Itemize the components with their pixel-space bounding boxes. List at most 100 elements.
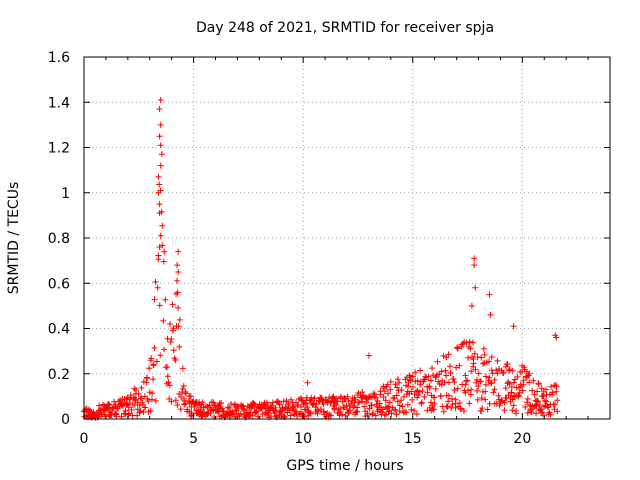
data-point — [263, 399, 270, 406]
data-point — [344, 406, 351, 413]
data-point — [137, 408, 144, 415]
data-point — [215, 408, 222, 415]
data-point — [541, 403, 548, 410]
data-point — [553, 383, 560, 390]
data-point — [359, 398, 366, 405]
data-point — [151, 344, 158, 351]
data-point — [330, 393, 337, 400]
data-point — [481, 351, 488, 358]
data-point — [478, 394, 485, 401]
data-point — [125, 404, 132, 411]
data-point — [145, 398, 152, 405]
data-point — [454, 385, 461, 392]
data-point — [526, 370, 533, 377]
data-point — [303, 400, 310, 407]
data-point — [540, 393, 547, 400]
data-point — [366, 405, 373, 412]
data-point — [301, 399, 308, 406]
data-point — [125, 411, 132, 418]
data-point — [486, 374, 493, 381]
data-point — [451, 387, 458, 394]
data-point — [432, 385, 439, 392]
data-point — [475, 370, 482, 377]
data-point — [524, 395, 531, 402]
data-point — [224, 404, 231, 411]
data-point — [482, 381, 489, 388]
data-point — [445, 392, 452, 399]
data-point — [364, 412, 371, 419]
data-point — [333, 395, 340, 402]
peak-point — [156, 106, 163, 113]
data-point — [503, 363, 510, 370]
data-point — [182, 389, 189, 396]
data-point — [339, 398, 346, 405]
data-point — [474, 396, 481, 403]
data-point — [272, 404, 279, 411]
data-point — [486, 358, 493, 365]
x-tick-label: 5 — [189, 431, 198, 447]
data-point — [199, 399, 206, 406]
data-point — [142, 404, 149, 411]
data-point — [418, 400, 425, 407]
data-point — [200, 404, 207, 411]
peak-point — [487, 311, 494, 318]
data-point — [403, 409, 410, 416]
data-point — [529, 387, 536, 394]
peak-point — [157, 121, 164, 128]
data-point — [398, 397, 405, 404]
data-point — [154, 284, 161, 291]
data-point — [385, 390, 392, 397]
data-point — [269, 399, 276, 406]
data-point — [155, 252, 162, 259]
data-point — [396, 407, 403, 414]
y-axis-label: SRMTID / TECUs — [6, 182, 22, 295]
data-point — [179, 385, 186, 392]
data-point — [334, 398, 341, 405]
data-point — [355, 399, 362, 406]
data-point — [468, 368, 475, 375]
data-point — [393, 411, 400, 418]
data-point — [150, 376, 157, 383]
peak-point — [365, 352, 372, 359]
data-point — [415, 392, 422, 399]
data-point — [513, 410, 520, 417]
data-point — [494, 357, 501, 364]
data-point — [544, 403, 551, 410]
data-point — [482, 388, 489, 395]
data-point — [416, 388, 423, 395]
data-point — [371, 391, 378, 398]
data-point — [449, 395, 456, 402]
data-point — [219, 408, 226, 415]
data-point — [153, 358, 160, 365]
data-point — [466, 400, 473, 407]
data-point — [498, 397, 505, 404]
data-point — [451, 378, 458, 385]
data-point — [337, 393, 344, 400]
data-point — [528, 409, 535, 416]
data-point — [465, 387, 472, 394]
data-point — [494, 370, 501, 377]
data-point — [480, 360, 487, 367]
data-point — [394, 398, 401, 405]
data-point — [180, 383, 187, 390]
data-point — [387, 378, 394, 385]
data-point — [202, 413, 209, 420]
data-point — [135, 390, 142, 397]
data-point — [506, 380, 513, 387]
data-point — [399, 403, 406, 410]
data-point — [515, 392, 522, 399]
data-point — [167, 339, 174, 346]
data-point — [217, 404, 224, 411]
data-point — [554, 408, 561, 415]
data-point — [248, 405, 255, 412]
data-point — [318, 395, 325, 402]
data-point — [493, 367, 500, 374]
data-point — [470, 356, 477, 363]
data-point — [471, 350, 478, 357]
data-point — [515, 393, 522, 400]
data-point — [150, 362, 157, 369]
data-point — [166, 382, 173, 389]
data-point — [468, 386, 475, 393]
data-point — [484, 406, 491, 413]
data-point — [404, 401, 411, 408]
